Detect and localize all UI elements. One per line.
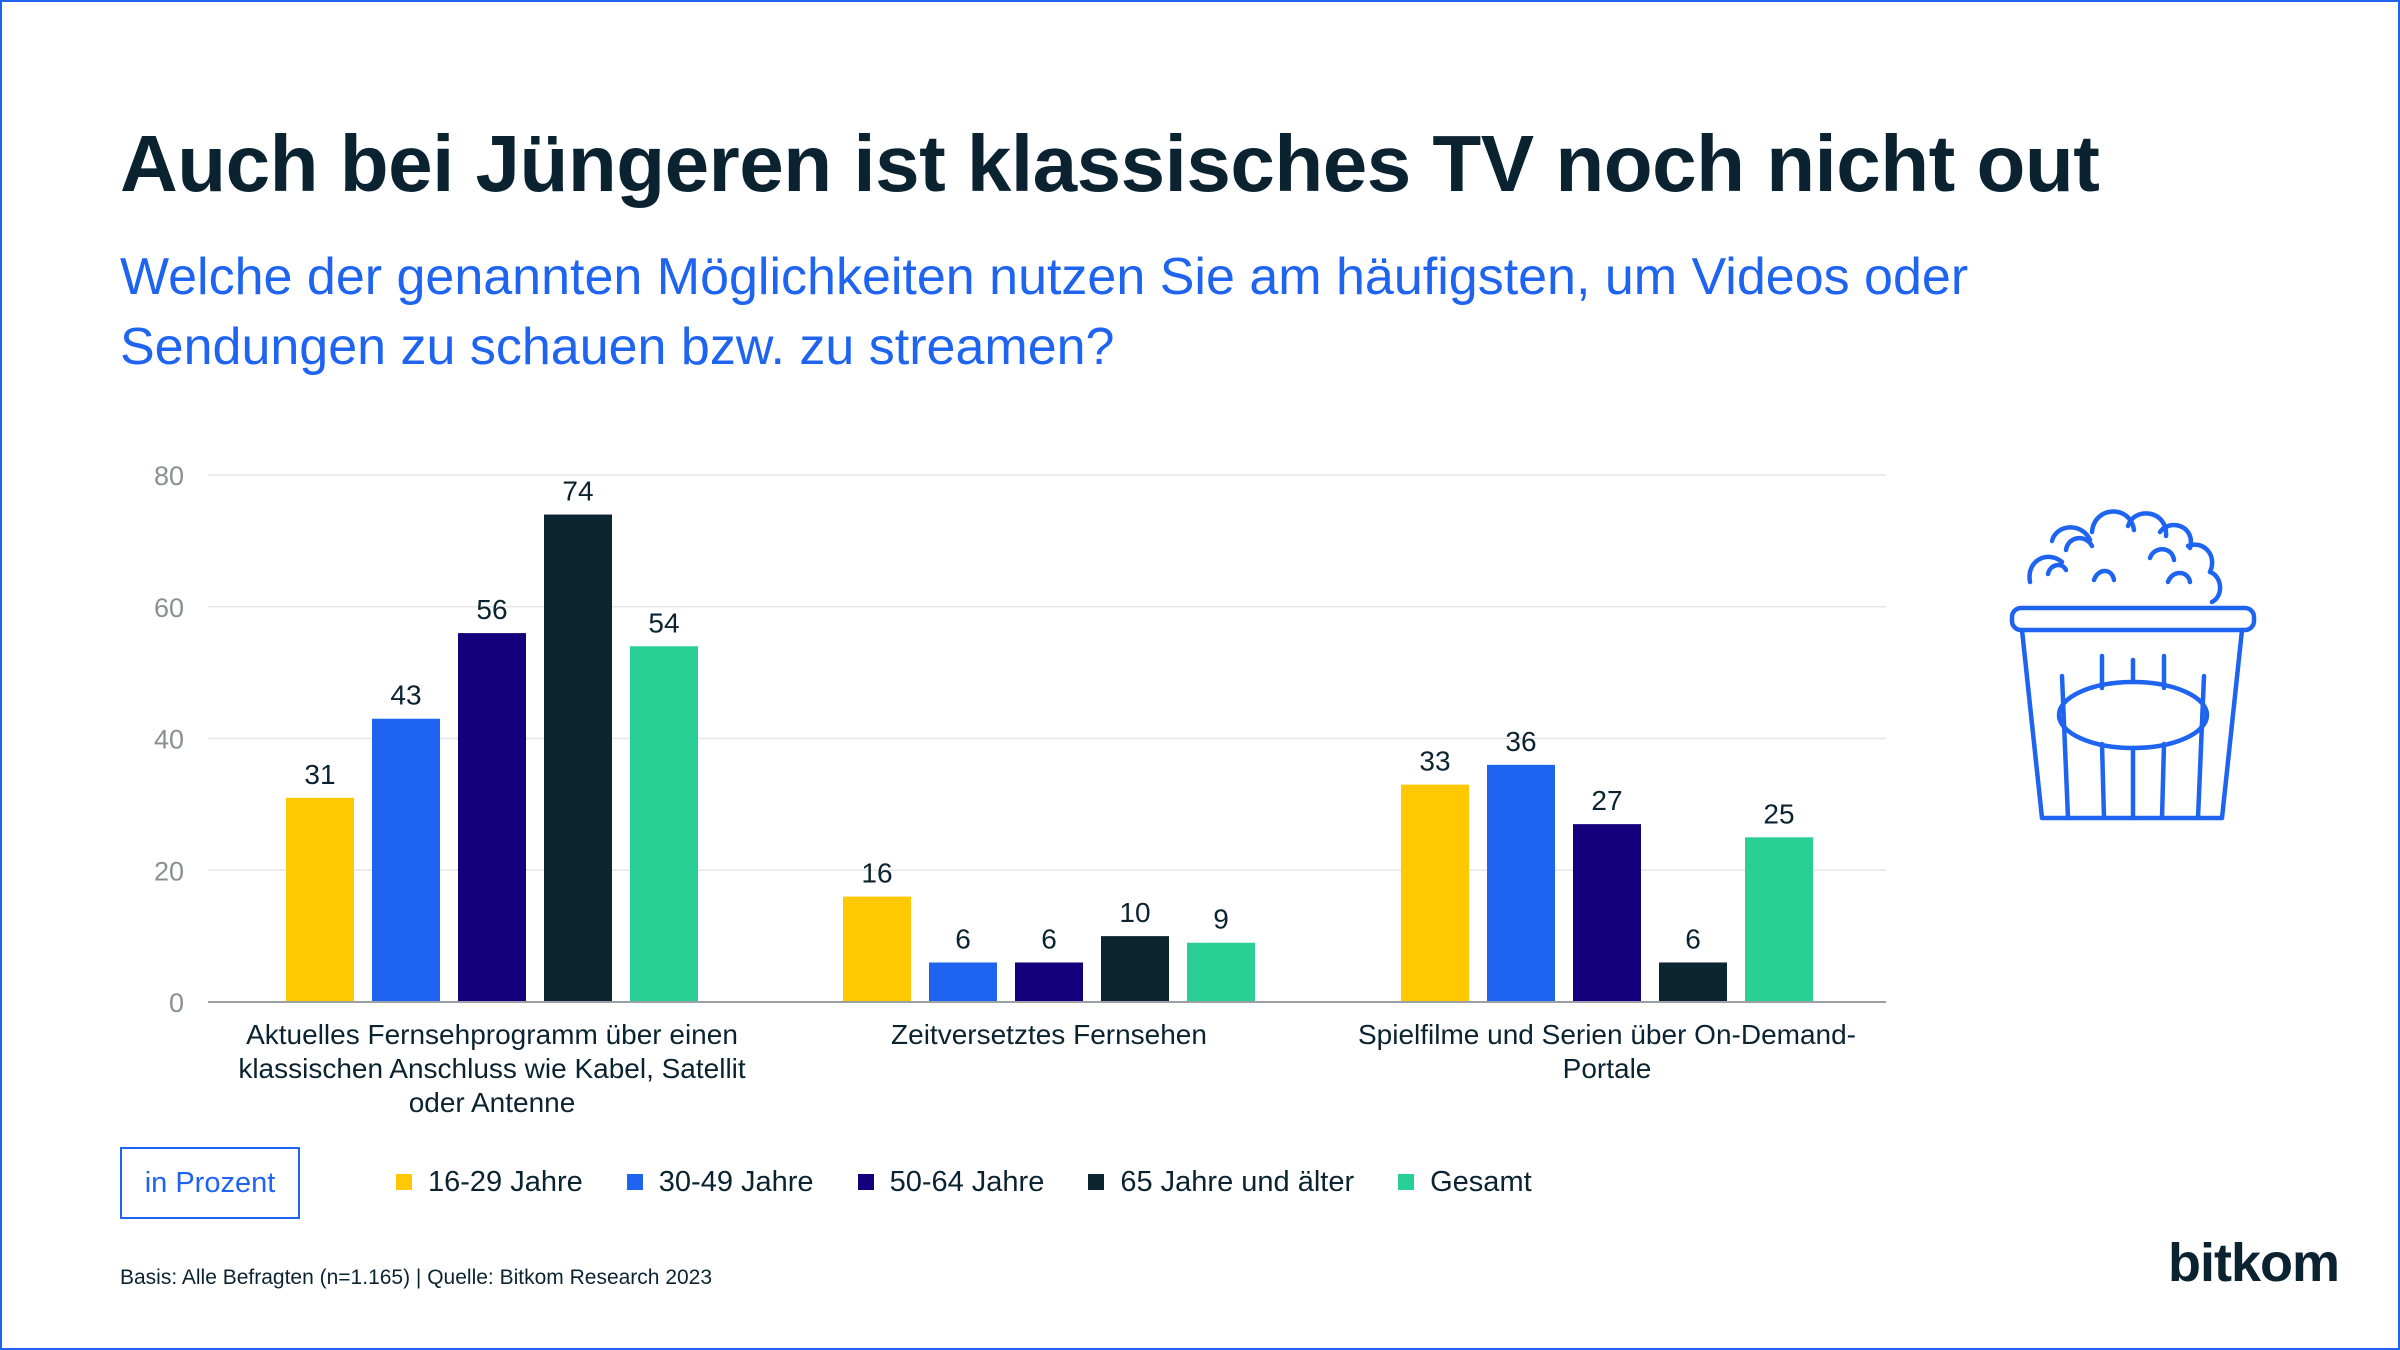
bar (458, 633, 526, 1002)
y-tick-label: 80 (154, 461, 184, 491)
legend-label: 50-64 Jahre (889, 1165, 1045, 1198)
chart-subtitle: Welche der genannten Möglichkeiten nutze… (120, 248, 1969, 376)
legend-swatch (626, 1174, 643, 1190)
bar (1401, 784, 1469, 1002)
data-label: 16 (861, 858, 892, 889)
chart-legend: 16-29 Jahre 30-49 Jahre 50-64 Jahre 65 Jahr… (396, 1164, 1576, 1200)
bar (544, 514, 612, 1002)
data-label: 43 (390, 680, 421, 711)
x-category-label-line: klassischen Anschluss wie Kabel, Satelli… (238, 1053, 746, 1084)
x-category-label: Spielfilme und Serien über On-Demand-Por… (1358, 1019, 1856, 1084)
bar (286, 797, 354, 1002)
data-label: 6 (1041, 923, 1057, 954)
data-label: 33 (1419, 746, 1450, 777)
bar (1573, 824, 1641, 1002)
legend-item: 30-49 Jahre (626, 1165, 814, 1199)
data-label: 36 (1505, 726, 1536, 757)
y-tick-label: 20 (154, 856, 184, 886)
x-category-label-line: Portale (1563, 1053, 1652, 1084)
legend-item: 16-29 Jahre (396, 1166, 583, 1199)
bar (1745, 837, 1813, 1002)
data-label: 25 (1763, 798, 1794, 829)
y-tick-label: 40 (154, 725, 184, 755)
bar (929, 962, 997, 1002)
legend-label: 16-29 Jahre (428, 1165, 583, 1198)
data-label: 10 (1119, 897, 1150, 928)
legend-label: 30-49 Jahre (658, 1165, 814, 1198)
bar (1487, 764, 1555, 1002)
data-label: 74 (562, 476, 593, 507)
legend-swatch (1088, 1174, 1105, 1190)
y-tick-label: 60 (154, 593, 184, 623)
data-label: 6 (1685, 923, 1701, 954)
x-category-label: Zeitversetztes Fernsehen (891, 1019, 1207, 1050)
legend-item: 50-64 Jahre (857, 1165, 1045, 1199)
data-label: 54 (648, 607, 679, 638)
popcorn-icon (2009, 509, 2257, 821)
x-category-label: Aktuelles Fernsehprogramm über einen klas… (238, 1019, 746, 1118)
bar (1187, 942, 1255, 1002)
bar (843, 896, 911, 1002)
y-tick-label: 0 (169, 988, 184, 1018)
x-category-label-line: Zeitversetztes Fernsehen (891, 1019, 1207, 1050)
legend-item: Gesamt (1398, 1166, 1532, 1199)
data-label: 56 (476, 594, 507, 625)
x-category-label-line: Spielfilme und Serien über On-Demand- (1358, 1019, 1856, 1050)
legend-swatch (396, 1174, 412, 1190)
bar (1015, 962, 1083, 1002)
legend-swatch (1398, 1174, 1415, 1190)
legend-label: 65 Jahre und älter (1120, 1165, 1355, 1198)
data-label: 6 (955, 923, 971, 954)
data-label: 31 (304, 759, 335, 790)
bar (1659, 962, 1727, 1002)
bar (630, 646, 698, 1002)
bitkom-logo: bitkom (2168, 1233, 2340, 1293)
legend-label: Gesamt (1430, 1165, 1532, 1198)
legend-swatch (857, 1174, 874, 1190)
source-note: Basis: Alle Befragten (n=1.165) | Quelle… (120, 1266, 713, 1289)
unit-label: in Prozent (120, 1147, 300, 1219)
data-label: 27 (1591, 785, 1622, 816)
x-category-label-line: Aktuelles Fernsehprogramm über einen (246, 1019, 738, 1050)
chart-title: Auch bei Jüngeren ist klassisches TV noc… (120, 119, 2100, 208)
legend-item: 65 Jahre und älter (1088, 1166, 1354, 1199)
bar (372, 718, 440, 1002)
bar (1101, 936, 1169, 1002)
x-category-label-line: oder Antenne (409, 1087, 576, 1118)
data-label: 9 (1213, 904, 1229, 935)
